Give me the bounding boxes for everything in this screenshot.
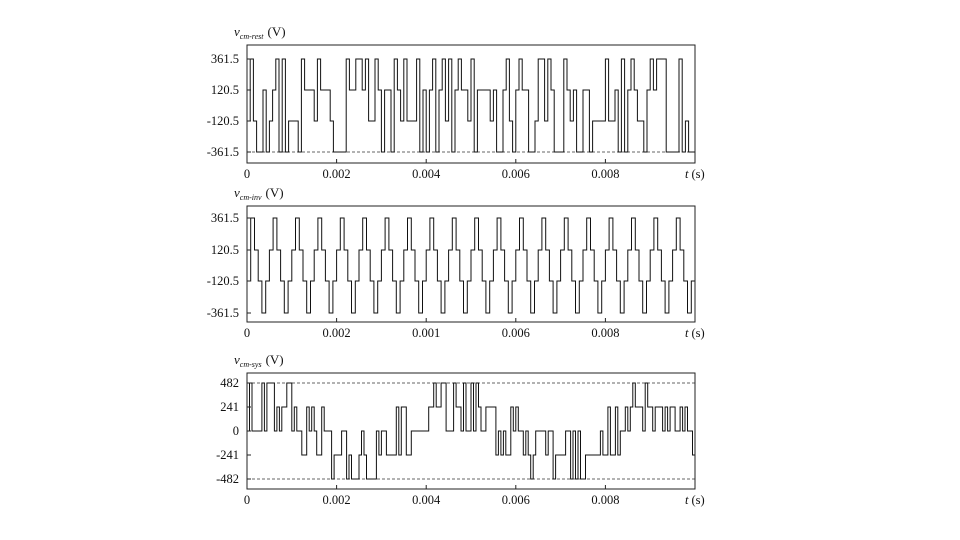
x-axis-label: t (s) [685, 326, 705, 340]
y-tick-label: 241 [220, 400, 239, 414]
x-tick-label: 0.002 [323, 493, 351, 507]
x-tick-label: 0.002 [323, 167, 351, 181]
y-tick-label: -120.5 [207, 114, 239, 128]
x-tick-label: 0.006 [502, 493, 530, 507]
x-tick-label: 0.008 [591, 167, 619, 181]
x-axis-label: t (s) [685, 493, 705, 507]
x-tick-label: 0.006 [502, 167, 530, 181]
plot-frame [246, 44, 696, 164]
y-axis-label: vcm-inv (V) [234, 185, 284, 202]
y-tick-label: -482 [216, 472, 239, 486]
x-tick-label: 0.008 [591, 326, 619, 340]
y-tick-label: -361.5 [207, 145, 239, 159]
y-axis-label: vcm-sys (V) [234, 352, 284, 369]
voltage-waveform [247, 58, 696, 153]
chart-panel-2: 361.5 120.5 -120.5 -361.5 0 0.002 0.001 0.006 0.… [207, 185, 705, 340]
y-tick-label: 361.5 [211, 52, 239, 66]
y-tick-label: 0 [233, 424, 239, 438]
y-tick-label: 120.5 [211, 243, 239, 257]
x-tick-label: 0.004 [412, 493, 441, 507]
x-tick-label: 0.008 [591, 493, 619, 507]
x-tick-label: 0.002 [323, 326, 351, 340]
chart-panel-3: 482 241 0 -241 -482 0 0.002 0.004 0.006 0.008 t (s)… [216, 352, 705, 507]
x-tick-label: 0 [244, 326, 250, 340]
y-tick-label: -120.5 [207, 274, 239, 288]
x-tick-label: 0 [244, 167, 250, 181]
y-axis-label: vcm-rest (V) [234, 24, 286, 41]
chart-panel-1: 361.5 120.5 -120.5 -361.5 0 0.002 0.004 0.006 0.… [207, 24, 705, 181]
voltage-waveform [247, 217, 696, 314]
y-tick-label: 361.5 [211, 211, 239, 225]
plot-frame [246, 205, 696, 323]
y-tick-label: -361.5 [207, 306, 239, 320]
voltage-waveform [247, 382, 695, 480]
x-axis-label: t (s) [685, 167, 705, 181]
y-tick-label: 482 [220, 376, 239, 390]
y-tick-label: 120.5 [211, 83, 239, 97]
x-tick-label: 0.004 [412, 167, 441, 181]
x-tick-label: 0.001 [412, 326, 440, 340]
x-tick-label: 0 [244, 493, 250, 507]
y-tick-label: -241 [216, 448, 239, 462]
x-tick-label: 0.006 [502, 326, 530, 340]
